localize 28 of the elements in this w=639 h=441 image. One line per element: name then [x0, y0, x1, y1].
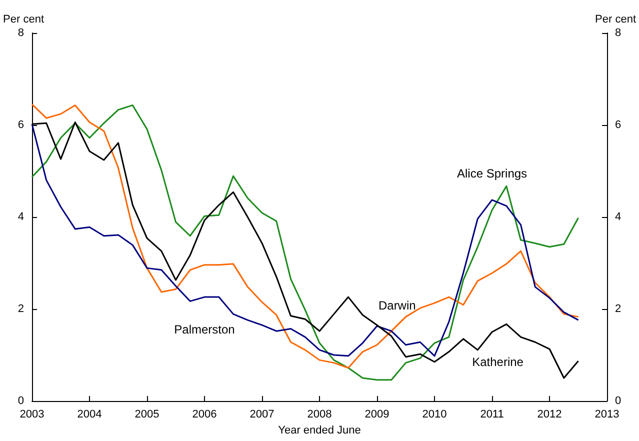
series-label: Palmerston	[174, 322, 235, 337]
x-tick-label: 2012	[537, 408, 562, 420]
x-tick-label: 2008	[307, 408, 332, 420]
y2-tick-label: 8	[615, 27, 622, 39]
y2-tick-label: 4	[615, 211, 622, 223]
y2-tick-label: 0	[615, 395, 622, 407]
y-tick-label: 6	[18, 119, 24, 131]
x-axis-title: Year ended June	[278, 424, 361, 436]
y2-axis-title: Per cent	[595, 14, 636, 26]
x-tick-label: 2004	[77, 408, 102, 420]
y-tick-label: 0	[18, 395, 24, 407]
y-tick-label: 8	[18, 27, 24, 39]
x-tick-label: 2003	[20, 408, 44, 420]
y-tick-label: 2	[18, 303, 24, 315]
x-tick-label: 2013	[594, 408, 620, 420]
y2-tick-label: 2	[615, 303, 622, 315]
y2-tick-label: 6	[615, 119, 622, 131]
x-tick-label: 2010	[422, 408, 447, 420]
x-tick-label: 2006	[192, 408, 217, 420]
x-tick-label: 2009	[364, 408, 390, 420]
series-label: Alice Springs	[457, 166, 528, 180]
y-axis-title: Per cent	[3, 14, 44, 26]
x-tick-label: 2005	[134, 408, 160, 420]
x-tick-label: 2007	[250, 408, 274, 420]
y-tick-label: 4	[18, 211, 24, 223]
x-tick-label: 2011	[480, 408, 504, 420]
series-label: Darwin	[378, 298, 416, 312]
series-label: Katherine	[472, 354, 524, 369]
